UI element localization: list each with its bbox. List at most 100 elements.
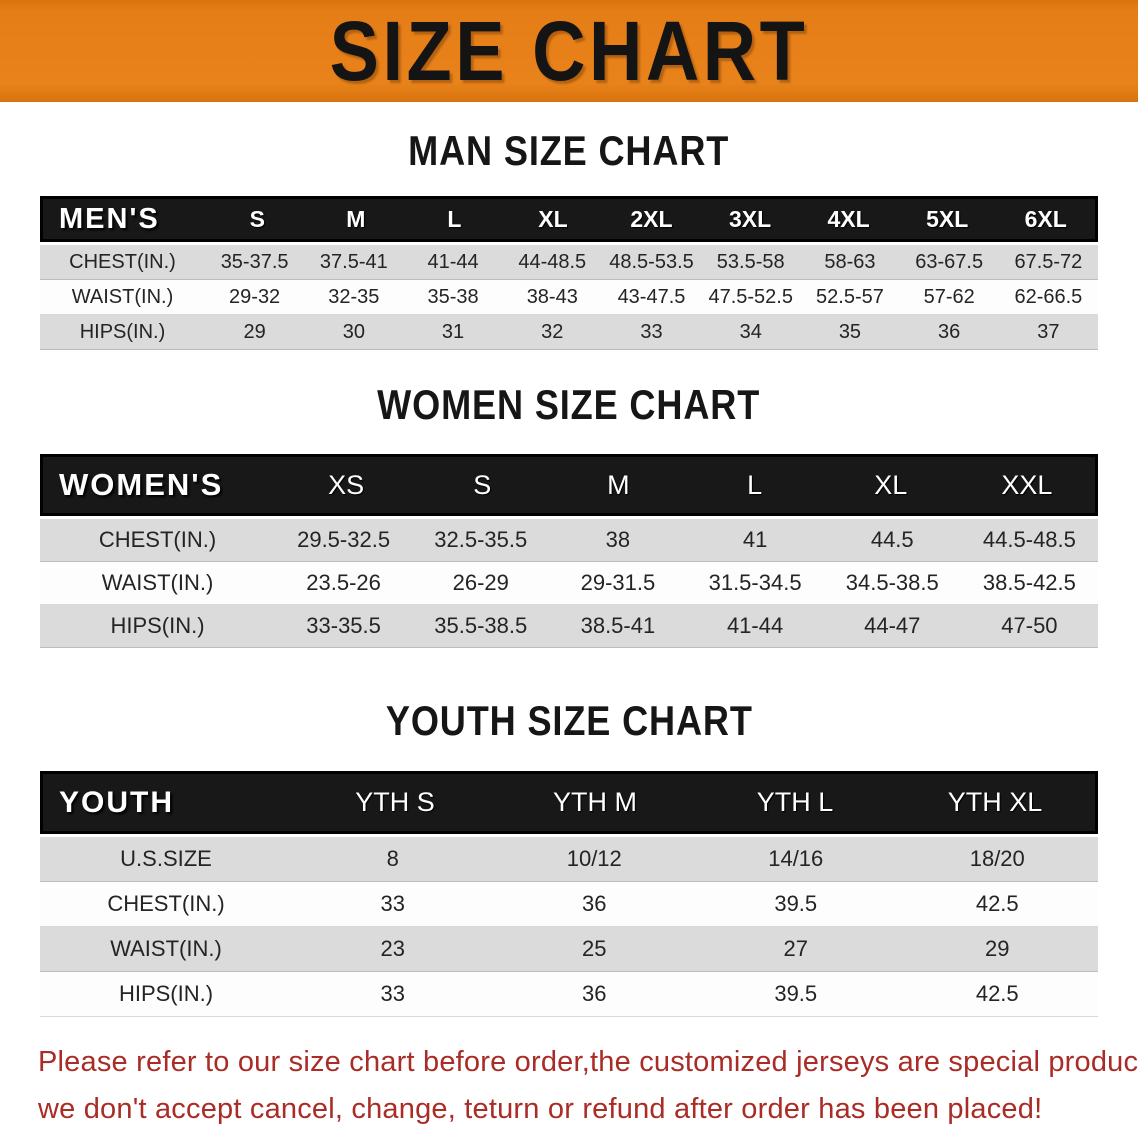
- value-cell: 52.5-57: [816, 285, 884, 308]
- section-heading: WOMEN SIZE CHART: [377, 381, 761, 428]
- size-column-header: XS: [328, 469, 365, 500]
- value-cell: 53.5-58: [716, 250, 785, 273]
- value-cell: 31: [441, 320, 465, 343]
- disclaimer: Please refer to our size chart before or…: [38, 1039, 1138, 1132]
- table-header-label: YOUTH: [59, 785, 174, 819]
- size-column-header: 4XL: [827, 205, 870, 232]
- row-label: WAIST(IN.): [110, 936, 222, 961]
- table-row: CHEST(IN.) 33 36 39.5 42.5: [40, 882, 1098, 927]
- value-cell: 41-44: [427, 250, 479, 273]
- chart-section: YOUTH SIZE CHART YOUTH YTH S YTH M YTH L YTH …: [0, 698, 1138, 1017]
- value-cell: 29-31.5: [580, 570, 656, 595]
- table-row: WAIST(IN.) 29-32 32-35 35-38 38-43 43-47.5 47.…: [40, 280, 1098, 315]
- value-cell: 47.5-52.5: [708, 285, 793, 308]
- value-cell: 36: [938, 320, 961, 343]
- disclaimer-line-1: Please refer to our size chart before or…: [38, 1046, 1138, 1078]
- value-cell: 25: [582, 936, 607, 961]
- table-row: WAIST(IN.) 23.5-26 26-29 29-31.5 31.5-34.5 34…: [40, 562, 1098, 605]
- value-cell: 32.5-35.5: [434, 527, 528, 552]
- value-cell: 30: [342, 320, 365, 343]
- banner: SIZE CHART: [0, 0, 1138, 102]
- size-column-header: S: [473, 469, 492, 500]
- value-cell: 23.5-26: [306, 570, 381, 595]
- value-cell: 35: [838, 320, 862, 343]
- row-label: HIPS(IN.): [110, 613, 205, 638]
- value-cell: 36: [582, 891, 607, 916]
- value-cell: 39.5: [774, 981, 818, 1006]
- row-label: CHEST(IN.): [69, 250, 176, 273]
- size-column-header: YTH L: [756, 787, 834, 817]
- chart-section: MAN SIZE CHART MEN'S S M L XL 2XL 3XL 4XL 5XL 6XL C…: [0, 128, 1138, 350]
- size-column-header: XL: [874, 469, 908, 500]
- size-column-header: 6XL: [1024, 205, 1067, 232]
- row-label: CHEST(IN.): [98, 527, 217, 552]
- value-cell: 31.5-34.5: [708, 570, 802, 595]
- value-cell: 42.5: [975, 981, 1019, 1006]
- value-cell: 32: [541, 320, 564, 343]
- value-cell: 23: [380, 936, 405, 961]
- size-column-header: 5XL: [926, 205, 969, 232]
- value-cell: 62-66.5: [1014, 285, 1083, 308]
- section-heading: MAN SIZE CHART: [408, 127, 730, 174]
- value-cell: 38.5-41: [580, 613, 656, 638]
- banner-title: SIZE CHART: [329, 4, 809, 98]
- chart-section: WOMEN SIZE CHART WOMEN'S XS S M L XL XXL CHEST(I…: [0, 382, 1138, 648]
- table-header-row: WOMEN'S XS S M L XL XXL: [40, 454, 1098, 516]
- table-header-label: WOMEN'S: [59, 467, 224, 502]
- value-cell: 35-37.5: [220, 250, 289, 273]
- value-cell: 35.5-38.5: [434, 613, 528, 638]
- size-column-header: YTH S: [355, 787, 435, 817]
- table-row: HIPS(IN.) 33-35.5 35.5-38.5 38.5-41 41-44 44-…: [40, 605, 1098, 648]
- value-cell: 38.5-42.5: [982, 570, 1076, 595]
- table-row: U.S.SIZE 8 10/12 14/16 18/20: [40, 837, 1098, 882]
- value-cell: 33-35.5: [306, 613, 381, 638]
- value-cell: 34: [739, 320, 762, 343]
- value-cell: 42.5: [975, 891, 1019, 916]
- value-cell: 26-29: [452, 570, 509, 595]
- value-cell: 41-44: [726, 613, 784, 638]
- value-cell: 35-38: [427, 285, 479, 308]
- value-cell: 43-47.5: [617, 285, 686, 308]
- value-cell: 27: [783, 936, 808, 961]
- row-label: HIPS(IN.): [79, 320, 166, 343]
- size-table: YOUTH YTH S YTH M YTH L YTH XL U.S.SIZE 8 10/12…: [40, 771, 1098, 1017]
- value-cell: 58-63: [824, 250, 876, 273]
- size-column-header: YTH XL: [947, 787, 1043, 817]
- row-label: U.S.SIZE: [120, 846, 212, 871]
- value-cell: 29: [243, 320, 266, 343]
- size-table: WOMEN'S XS S M L XL XXL CHEST(IN.) 29.5-32.5 32.5…: [40, 454, 1098, 648]
- value-cell: 29-32: [229, 285, 281, 308]
- row-label: WAIST(IN.): [71, 285, 174, 308]
- value-cell: 57-62: [923, 285, 975, 308]
- value-cell: 29.5-32.5: [297, 527, 391, 552]
- value-cell: 36: [582, 981, 607, 1006]
- value-cell: 29: [985, 936, 1010, 961]
- size-table: MEN'S S M L XL 2XL 3XL 4XL 5XL 6XL CHEST(IN.) 35-37…: [40, 196, 1098, 350]
- value-cell: 47-50: [1001, 613, 1058, 638]
- table-row: HIPS(IN.) 29 30 31 32 33 34 35 36 37: [40, 315, 1098, 350]
- row-label: WAIST(IN.): [101, 570, 214, 595]
- value-cell: 63-67.5: [915, 250, 984, 273]
- size-column-header: S: [249, 205, 265, 232]
- size-column-header: L: [447, 205, 462, 232]
- size-column-header: M: [607, 469, 630, 500]
- table-header-label: MEN'S: [59, 202, 160, 235]
- value-cell: 48.5-53.5: [609, 250, 694, 273]
- value-cell: 44.5-48.5: [982, 527, 1076, 552]
- sections-host: MAN SIZE CHART MEN'S S M L XL 2XL 3XL 4XL 5XL 6XL C…: [0, 128, 1138, 1017]
- value-cell: 39.5: [774, 891, 818, 916]
- table-header-row: YOUTH YTH S YTH M YTH L YTH XL: [40, 771, 1098, 834]
- value-cell: 33: [640, 320, 663, 343]
- value-cell: 32-35: [328, 285, 380, 308]
- size-column-header: XL: [538, 205, 568, 232]
- size-column-header: 3XL: [728, 205, 772, 232]
- value-cell: 14/16: [768, 846, 824, 871]
- value-cell: 10/12: [566, 846, 622, 871]
- value-cell: 38-43: [526, 285, 578, 308]
- section-heading: YOUTH SIZE CHART: [385, 697, 753, 744]
- value-cell: 44-47: [864, 613, 921, 638]
- value-cell: 18/20: [969, 846, 1025, 871]
- disclaimer-line-2: we don't accept cancel, change, teturn o…: [38, 1093, 1043, 1125]
- value-cell: 37: [1037, 320, 1060, 343]
